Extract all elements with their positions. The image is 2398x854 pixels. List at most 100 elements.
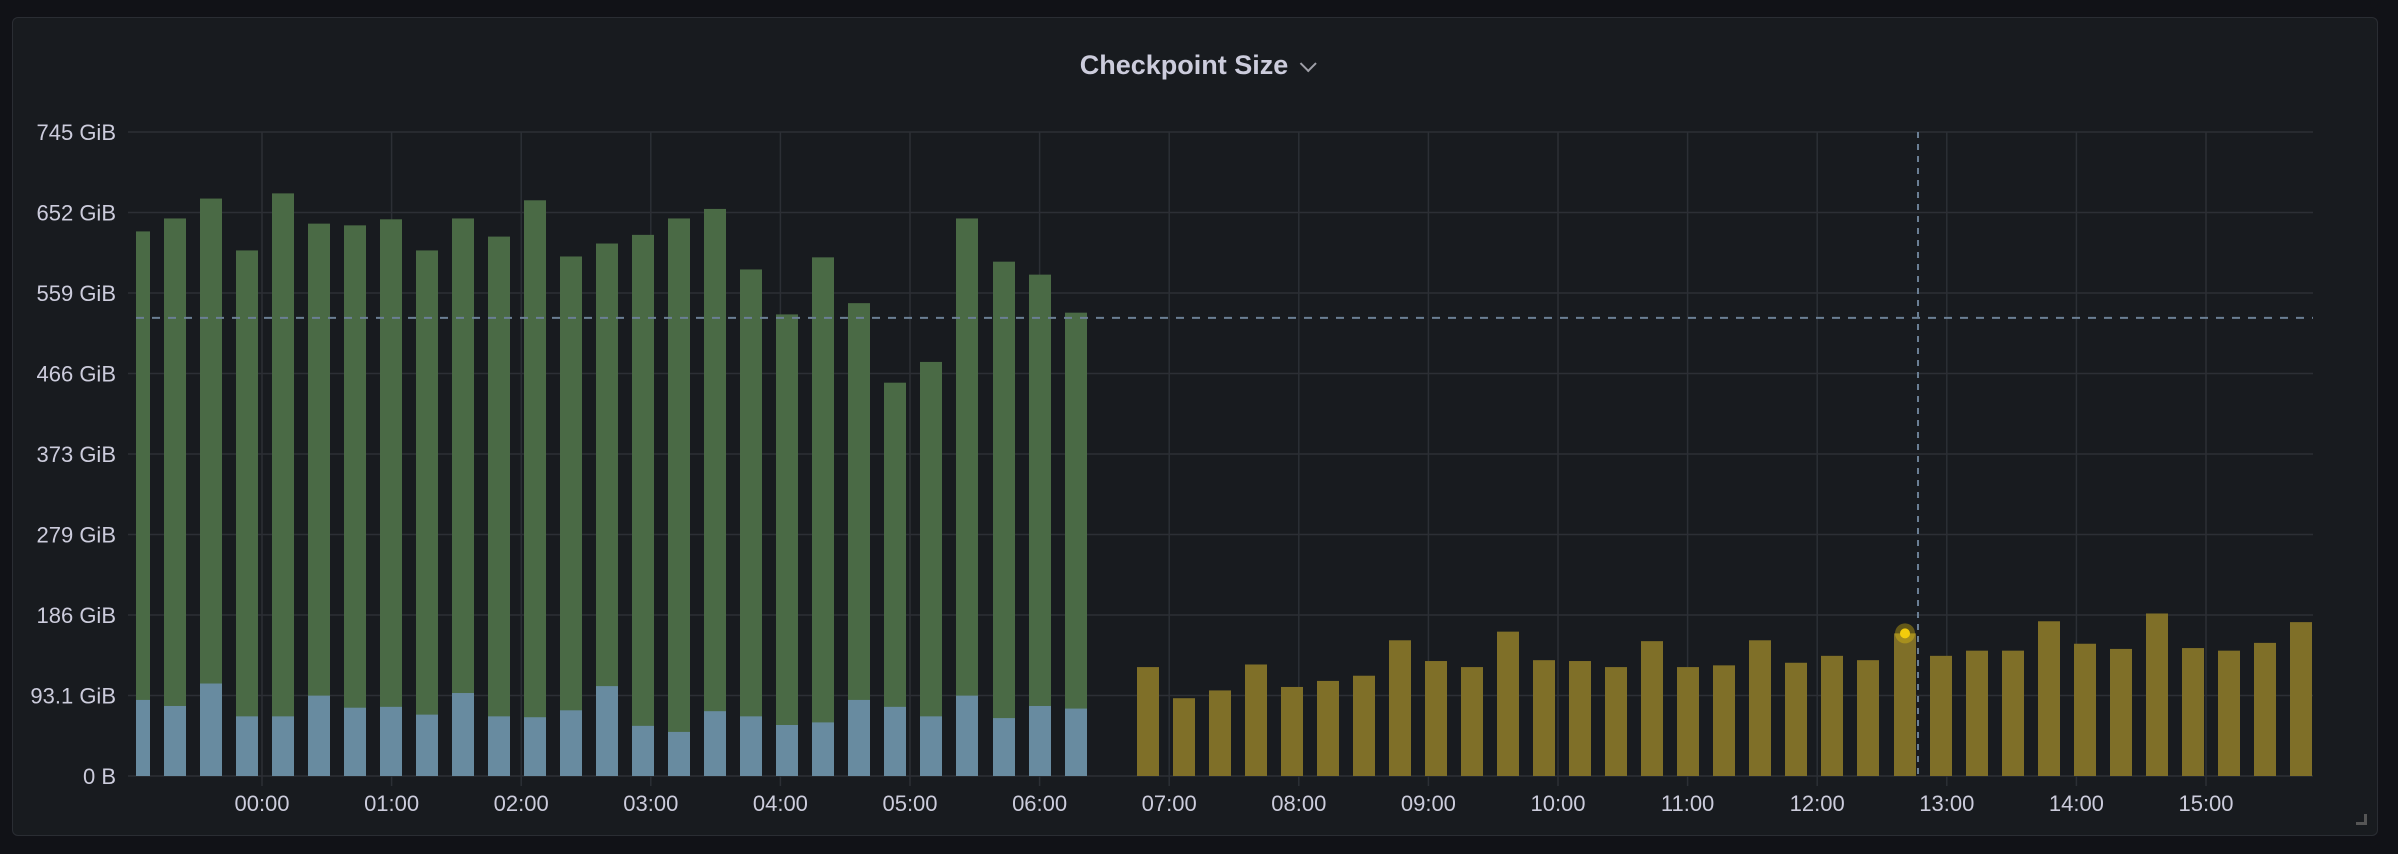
bar-series-b[interactable] <box>812 722 834 776</box>
bar-series-a[interactable] <box>488 236 510 777</box>
x-axis-tick-label: 10:00 <box>1530 791 1585 816</box>
bar-series-a[interactable] <box>920 361 942 776</box>
bar-series-b[interactable] <box>560 710 582 776</box>
bar-series-a[interactable] <box>740 269 762 776</box>
bar-series-a[interactable] <box>596 243 618 776</box>
hover-point[interactable] <box>1900 628 1910 639</box>
bar-series-a[interactable] <box>380 219 402 777</box>
bar-series-c[interactable] <box>2110 648 2132 776</box>
bar-series-a[interactable] <box>524 200 546 777</box>
bar-series-a[interactable] <box>776 314 798 776</box>
panel-title[interactable]: Checkpoint Size <box>13 50 2377 81</box>
bar-series-a[interactable] <box>236 250 258 776</box>
bar-series-c[interactable] <box>1389 640 1411 776</box>
bar-series-b[interactable] <box>344 707 366 776</box>
bar-series-a[interactable] <box>308 223 330 777</box>
bar-series-c[interactable] <box>2002 650 2024 776</box>
bar-series-c[interactable] <box>2074 643 2096 776</box>
bar-series-c[interactable] <box>1209 690 1231 776</box>
bar-series-c[interactable] <box>1677 667 1699 776</box>
bar-series-b[interactable] <box>416 714 438 776</box>
bar-series-a[interactable] <box>1065 312 1087 776</box>
bar-series-a[interactable] <box>1029 274 1051 776</box>
bar-series-a[interactable] <box>272 193 294 776</box>
bar-series-c[interactable] <box>1966 650 1988 776</box>
bar-series-c[interactable] <box>1894 633 1916 776</box>
bar-series-b[interactable] <box>272 716 294 776</box>
bar-series-a[interactable] <box>452 218 474 777</box>
bar-series-c[interactable] <box>2182 648 2204 776</box>
bar-series-a[interactable] <box>956 218 978 777</box>
bar-series-c[interactable] <box>1785 662 1807 776</box>
bar-series-b[interactable] <box>668 731 690 776</box>
bar-series-c[interactable] <box>1857 660 1879 776</box>
bar-series-c[interactable] <box>1317 680 1339 776</box>
y-axis-tick-label: 559 GiB <box>37 281 117 306</box>
x-axis-tick-label: 02:00 <box>494 791 549 816</box>
bar-series-c[interactable] <box>1497 631 1519 776</box>
x-axis-tick-label: 09:00 <box>1401 791 1456 816</box>
bar-series-a[interactable] <box>812 257 834 776</box>
bar-series-c[interactable] <box>1749 640 1771 776</box>
bar-series-c[interactable] <box>1281 686 1303 776</box>
bar-series-a[interactable] <box>884 382 906 776</box>
bar-series-c[interactable] <box>1245 664 1267 776</box>
bar-series-b[interactable] <box>704 711 726 776</box>
bar-series-c[interactable] <box>1713 665 1735 776</box>
bar-series-b[interactable] <box>884 706 906 776</box>
bar-series-b[interactable] <box>524 717 546 776</box>
resize-handle-icon[interactable] <box>2356 814 2367 825</box>
bar-series-b[interactable] <box>848 699 870 776</box>
bar-series-c[interactable] <box>1930 655 1952 776</box>
bar-series-a[interactable] <box>136 231 150 776</box>
bar-series-a[interactable] <box>848 303 870 776</box>
bar-series-b[interactable] <box>993 718 1015 776</box>
x-axis-tick-label: 11:00 <box>1661 791 1714 816</box>
y-axis-tick-label: 652 GiB <box>37 201 117 226</box>
bar-series-b[interactable] <box>596 686 618 776</box>
bar-series-a[interactable] <box>993 261 1015 776</box>
bar-series-c[interactable] <box>1137 667 1159 776</box>
bar-series-c[interactable] <box>2290 622 2312 776</box>
bar-series-b[interactable] <box>452 693 474 776</box>
bar-series-b[interactable] <box>632 725 654 776</box>
bar-series-a[interactable] <box>344 225 366 776</box>
bar-series-c[interactable] <box>1461 667 1483 776</box>
bar-series-a[interactable] <box>632 234 654 776</box>
bar-series-c[interactable] <box>2218 650 2240 776</box>
bar-series-a[interactable] <box>200 198 222 776</box>
bar-series-b[interactable] <box>920 716 942 776</box>
bar-series-c[interactable] <box>1533 660 1555 776</box>
bar-series-c[interactable] <box>1641 641 1663 776</box>
bar-series-b[interactable] <box>1065 708 1087 776</box>
x-axis-tick-label: 14:00 <box>2049 791 2104 816</box>
bar-series-c[interactable] <box>2038 621 2060 776</box>
bar-series-a[interactable] <box>704 208 726 777</box>
bar-series-c[interactable] <box>1173 698 1195 776</box>
bar-series-b[interactable] <box>1029 705 1051 776</box>
bar-series-c[interactable] <box>1425 661 1447 776</box>
bar-series-b[interactable] <box>488 716 510 776</box>
bar-series-a[interactable] <box>416 250 438 776</box>
bar-series-c[interactable] <box>1569 661 1591 776</box>
bar-series-b[interactable] <box>956 695 978 776</box>
bar-series-a[interactable] <box>668 218 690 777</box>
bar-series-b[interactable] <box>740 716 762 776</box>
bar-series-b[interactable] <box>776 724 798 776</box>
bar-series-b[interactable] <box>380 706 402 776</box>
bar-series-a[interactable] <box>164 218 186 777</box>
bar-series-a[interactable] <box>560 256 582 776</box>
bar-series-b[interactable] <box>236 716 258 776</box>
bar-series-c[interactable] <box>1353 675 1375 776</box>
x-axis-tick-label: 06:00 <box>1012 791 1067 816</box>
bar-series-b[interactable] <box>200 683 222 776</box>
bar-series-c[interactable] <box>1821 655 1843 776</box>
y-axis-tick-label: 466 GiB <box>37 362 117 387</box>
bar-series-b[interactable] <box>136 699 150 776</box>
bar-series-b[interactable] <box>308 695 330 776</box>
bar-series-b[interactable] <box>164 705 186 776</box>
bar-series-c[interactable] <box>2146 613 2168 776</box>
bar-series-c[interactable] <box>1605 667 1627 776</box>
bar-series-c[interactable] <box>2254 642 2276 776</box>
